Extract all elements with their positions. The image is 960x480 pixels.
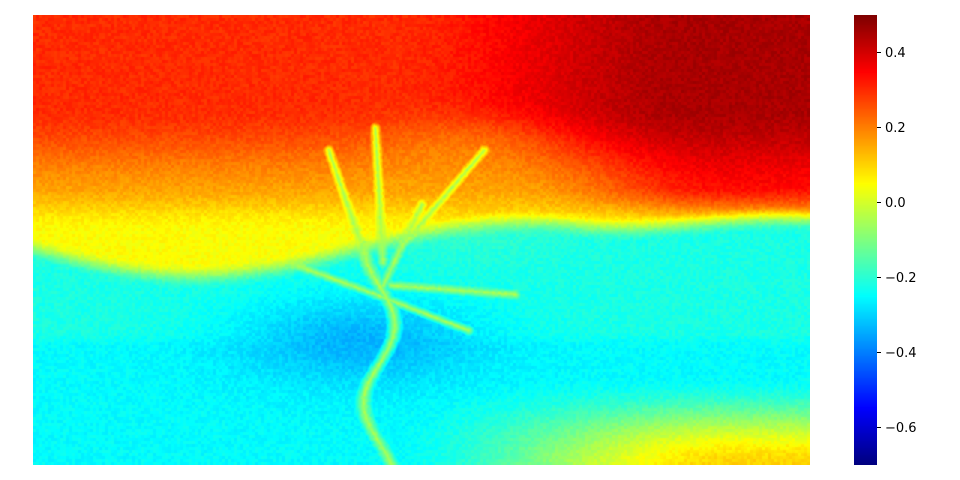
heatmap-image bbox=[33, 15, 810, 465]
colorbar-tick-label: 0.4 bbox=[885, 46, 906, 61]
colorbar-gradient bbox=[854, 15, 877, 465]
colorbar-tick-label: −0.4 bbox=[885, 346, 917, 361]
colorbar-ticks: 0.4 0.2 0.0 −0.2 −0.4 −0.6 bbox=[877, 46, 917, 436]
colorbar-tick-label: 0.0 bbox=[885, 196, 906, 211]
colorbar-tick-label: −0.2 bbox=[885, 271, 917, 286]
colorbar-tick-label: −0.6 bbox=[885, 421, 917, 436]
colorbar-tick-label: 0.2 bbox=[885, 121, 906, 136]
